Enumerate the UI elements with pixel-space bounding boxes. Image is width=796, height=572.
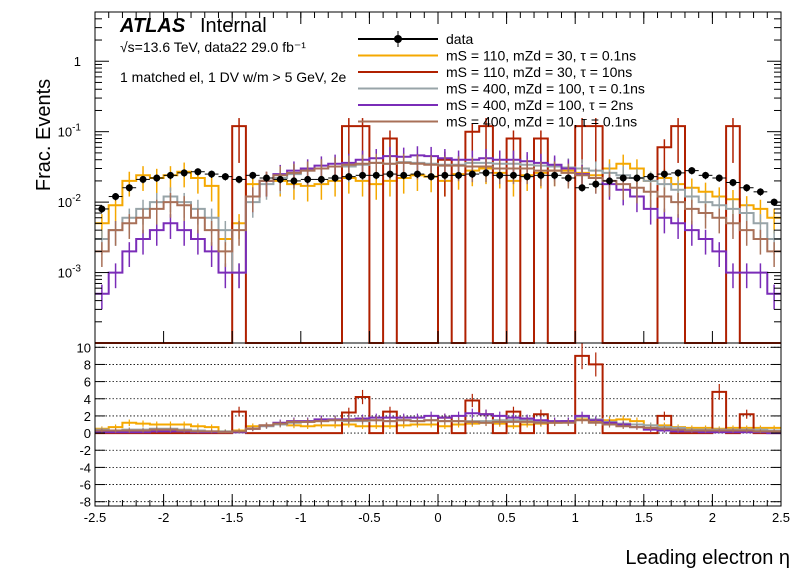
series-line xyxy=(95,125,781,344)
data-point xyxy=(386,170,394,178)
data-point xyxy=(413,170,421,178)
x-tick-label: -0.5 xyxy=(358,510,380,525)
x-tick-label: 1.5 xyxy=(635,510,653,525)
data-point xyxy=(153,174,161,182)
data-point xyxy=(455,171,463,179)
data-points xyxy=(95,167,781,213)
ratio-tick-label: 8 xyxy=(84,357,91,372)
data-point xyxy=(139,175,147,183)
data-point xyxy=(702,171,710,179)
data-point xyxy=(468,170,476,178)
ratio-tick-label: -2 xyxy=(79,443,91,458)
legend-label: mS = 400, mZd = 100, τ = 2ns xyxy=(446,97,633,113)
legend-marker xyxy=(394,35,402,43)
data-point xyxy=(290,177,298,185)
data-point xyxy=(276,175,284,183)
legend-label: mS = 110, mZd = 30, τ = 10ns xyxy=(446,64,632,80)
data-point xyxy=(372,171,380,179)
data-point xyxy=(743,184,751,192)
data-point xyxy=(729,178,737,186)
ratio-tick-label: -8 xyxy=(79,495,91,510)
ratio-plot: -8 -6 -4 -2 0 2 4 6 8 10 -2.5 -2 -1.5 -1 -0.5 0 0.5 1 1.5 2… xyxy=(77,340,791,525)
x-tick-label: 0.5 xyxy=(498,510,516,525)
x-tick-label: -2.5 xyxy=(84,510,106,525)
data-point xyxy=(359,171,367,179)
y-tick-label: 10-1 xyxy=(58,123,82,140)
data-point xyxy=(660,170,668,178)
x-tick-label: 1 xyxy=(572,510,579,525)
data-point xyxy=(688,167,696,175)
data-point xyxy=(208,170,216,178)
y-tick-label: 10-3 xyxy=(58,264,82,281)
energy-lumi-label: √s=13.6 TeV, data22 29.0 fb⁻¹ xyxy=(120,39,306,55)
data-point xyxy=(194,168,202,176)
data-point xyxy=(509,171,517,179)
atlas-sublabel: Internal xyxy=(200,15,267,37)
data-point xyxy=(482,169,490,177)
data-point xyxy=(235,175,243,183)
selection-label: 1 matched el, 1 DV w/m > 5 GeV, 2e xyxy=(120,69,347,85)
data-point xyxy=(263,174,270,182)
data-point xyxy=(166,171,174,179)
data-point xyxy=(400,171,408,179)
ratio-tick-label: 10 xyxy=(77,340,91,355)
data-point xyxy=(647,173,655,181)
data-point xyxy=(756,188,764,196)
series-4-ratio xyxy=(95,416,781,434)
x-tick-label: 2 xyxy=(709,510,716,525)
data-point xyxy=(578,184,586,192)
y-tick-label: 1 xyxy=(74,54,81,69)
y-tick-exponent: -2 xyxy=(72,193,81,204)
x-tick-label: -1.5 xyxy=(221,510,243,525)
data-point xyxy=(221,173,229,181)
x-tick-label: -1 xyxy=(295,510,307,525)
data-point xyxy=(180,169,188,177)
data-point xyxy=(564,174,572,182)
legend-label: mS = 110, mZd = 30, τ = 0.1ns xyxy=(446,48,636,64)
data-point xyxy=(551,171,559,179)
data-point xyxy=(592,180,600,188)
ratio-tick-label: -4 xyxy=(79,460,91,475)
y-axis-title: Frac. Events xyxy=(33,79,55,191)
data-point xyxy=(441,171,449,179)
data-point xyxy=(427,173,435,181)
x-tick-label: 0 xyxy=(434,510,441,525)
data-point xyxy=(125,184,133,192)
ratio-tick-label: -6 xyxy=(79,478,91,493)
data-point xyxy=(249,171,257,179)
y-tick-exponent: -3 xyxy=(72,264,81,275)
ratio-tick-label: 0 xyxy=(84,426,91,441)
data-point xyxy=(619,174,627,182)
data-point xyxy=(674,169,682,177)
atlas-label: ATLAS xyxy=(119,15,186,37)
data-point xyxy=(715,174,723,182)
data-point xyxy=(331,174,339,182)
y-tick-exponent: -1 xyxy=(72,123,81,134)
data-point xyxy=(523,173,531,181)
ratio-tick-label: 6 xyxy=(84,375,91,390)
data-point xyxy=(112,193,120,201)
data-point xyxy=(633,174,641,182)
ratio-tick-label: 2 xyxy=(84,409,91,424)
series-line xyxy=(95,154,781,295)
x-tick-label: -2 xyxy=(158,510,170,525)
data-point xyxy=(537,171,545,179)
main-plot: 10-3 10-2 10-1 1 xyxy=(58,11,782,344)
y-tick-label: 10-2 xyxy=(58,193,82,210)
ratio-tick-label: 4 xyxy=(84,392,91,407)
data-point xyxy=(496,171,504,179)
data-point xyxy=(345,173,353,181)
legend-label: data xyxy=(446,31,473,47)
series-line xyxy=(95,161,781,253)
x-axis-title: Leading electron η xyxy=(625,547,790,569)
data-point xyxy=(317,175,325,183)
ratio-line xyxy=(95,419,781,434)
legend-label: mS = 400, mZd = 100, τ = 0.1ns xyxy=(446,81,645,97)
x-tick-label: 2.5 xyxy=(772,510,790,525)
data-point xyxy=(606,177,613,185)
legend-label: mS = 400, mZd = 10, τ = 0.1ns xyxy=(446,114,637,130)
data-point xyxy=(304,175,312,183)
